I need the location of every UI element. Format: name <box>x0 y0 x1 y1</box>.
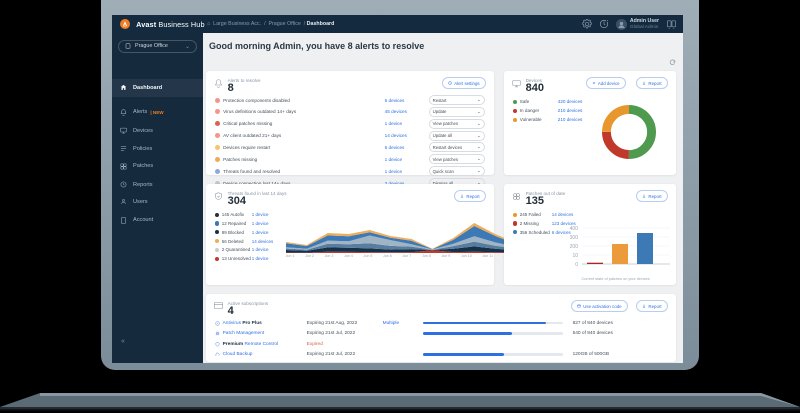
svg-text:300: 300 <box>569 235 578 241</box>
svg-text:0: 0 <box>575 262 578 268</box>
svg-text:200: 200 <box>569 244 578 250</box>
svg-text:10: 10 <box>572 253 578 259</box>
svg-text:400: 400 <box>569 226 578 232</box>
